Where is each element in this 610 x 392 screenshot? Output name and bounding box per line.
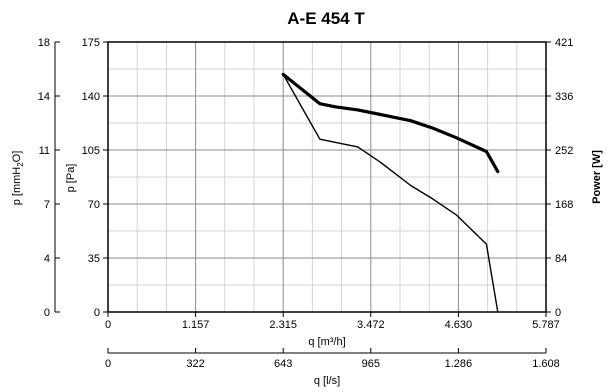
x-tick-label: 3.472 [357, 319, 385, 331]
x-tick-label: 0 [105, 319, 111, 331]
plot-frame [107, 41, 547, 313]
x-tick-label: 1.157 [182, 319, 210, 331]
right-y-tick-label: 421 [555, 37, 573, 49]
y-tick-label: 140 [82, 91, 100, 103]
secondary-x-tick-label: 0 [105, 358, 111, 370]
right-y-tick-label: 252 [555, 145, 573, 157]
outer-y-tick-label: 11 [39, 145, 50, 157]
outer-y-tick-label: 7 [44, 199, 50, 211]
left-outer-axis-label: p [mmH2O] [11, 151, 25, 206]
chart-title: A-E 454 T [287, 9, 365, 28]
left-outer-axis: 0 4 7 11 14 18 p [mmH2O] [11, 37, 60, 319]
x-axis-label: q [m³/h] [308, 336, 345, 348]
x-tick-label: 2.315 [269, 319, 297, 331]
y-tick-label: 70 [88, 199, 100, 211]
series-group [281, 72, 500, 313]
outer-y-tick-label: 18 [38, 37, 50, 49]
right-y-tick-label: 336 [555, 91, 573, 103]
y-axis: 0 35 70 105 140 175 [82, 37, 108, 319]
secondary-x-tick-label: 1.608 [532, 358, 560, 370]
secondary-x-tick-label: 643 [274, 358, 292, 370]
secondary-x-axis-label: q [l/s] [314, 375, 340, 387]
outer-y-tick-label: 4 [44, 253, 50, 265]
series-line-thick [281, 72, 500, 174]
x-tick-label: 5.787 [532, 319, 560, 331]
right-y-tick-label: 0 [555, 307, 561, 319]
x-tick-label: 4.630 [445, 319, 473, 331]
outer-y-tick-label: 0 [44, 307, 50, 319]
y-tick-label: 0 [94, 307, 100, 319]
right-y-tick-label: 168 [555, 199, 573, 211]
right-y-tick-label: 84 [555, 253, 567, 265]
grid [108, 42, 546, 312]
right-axis-label: Power [W] [591, 150, 603, 204]
outer-y-tick-label: 14 [38, 91, 50, 103]
x-axis: 0 1.157 2.315 3.472 4.630 5.787 [105, 312, 560, 331]
y-tick-label: 175 [82, 37, 100, 49]
series-line-thin [282, 73, 499, 313]
y-tick-label: 35 [88, 253, 100, 265]
secondary-x-axis: 0 322 643 965 1.286 1.608 q [l/s] [105, 348, 560, 387]
secondary-x-tick-label: 322 [186, 358, 204, 370]
y-tick-label: 105 [82, 145, 100, 157]
y-axis-label: p [Pa] [65, 164, 77, 193]
right-axis: 0 84 168 252 336 421 Power [W] [546, 37, 603, 319]
secondary-x-tick-label: 965 [362, 358, 380, 370]
secondary-x-tick-label: 1.286 [445, 358, 473, 370]
